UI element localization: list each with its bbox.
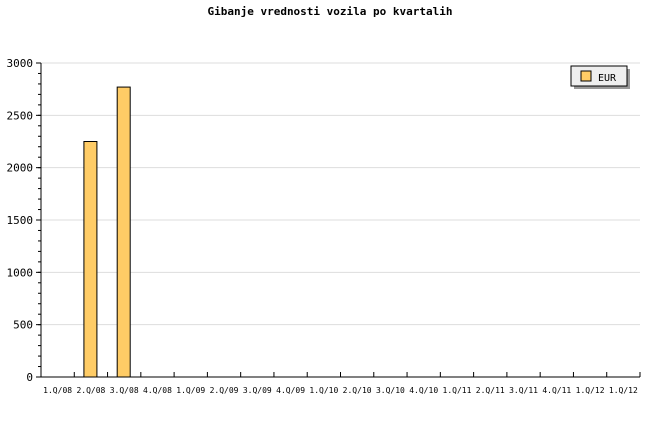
legend: EUR	[570, 65, 630, 89]
x-tick-label: 4.Q/09	[276, 386, 305, 395]
x-tick-label: 3.Q/08	[110, 386, 139, 395]
y-tick-label: 1500	[7, 214, 34, 227]
x-tick-label: 4.Q/11	[542, 386, 571, 395]
x-tick-label: 2.Q/09	[210, 386, 239, 395]
bar-2.Q/08	[83, 141, 98, 378]
y-tick-label: 1000	[7, 266, 34, 279]
x-tick-label: 3.Q/11	[509, 386, 538, 395]
x-tick-label: 3.Q/09	[243, 386, 272, 395]
legend-swatch-eur	[580, 70, 592, 82]
x-tick-label: 1.Q/11	[443, 386, 472, 395]
x-tick-label: 1.Q/12	[609, 386, 638, 395]
legend-label-eur: EUR	[598, 73, 617, 84]
chart-title: Gibanje vrednosti vozila po kvartalih	[207, 5, 452, 18]
x-tick-label: 2.Q/10	[343, 386, 372, 395]
x-tick-label: 1.Q/08	[43, 386, 72, 395]
x-tick-label: 1.Q/12	[576, 386, 605, 395]
x-tick-label: 1.Q/09	[176, 386, 205, 395]
y-tick-label: 0	[26, 371, 33, 384]
x-tick-label: 3.Q/10	[376, 386, 405, 395]
x-tick-label: 1.Q/10	[309, 386, 338, 395]
x-tick-label: 2.Q/11	[476, 386, 505, 395]
y-tick-label: 3000	[7, 57, 34, 70]
x-tick-label: 4.Q/10	[409, 386, 438, 395]
y-tick-label: 500	[13, 319, 33, 332]
x-tick-label: 2.Q/08	[76, 386, 105, 395]
x-tick-label: 4.Q/08	[143, 386, 172, 395]
y-tick-label: 2500	[7, 109, 34, 122]
bar-3.Q/08	[116, 86, 131, 378]
y-tick-label: 2000	[7, 162, 34, 175]
